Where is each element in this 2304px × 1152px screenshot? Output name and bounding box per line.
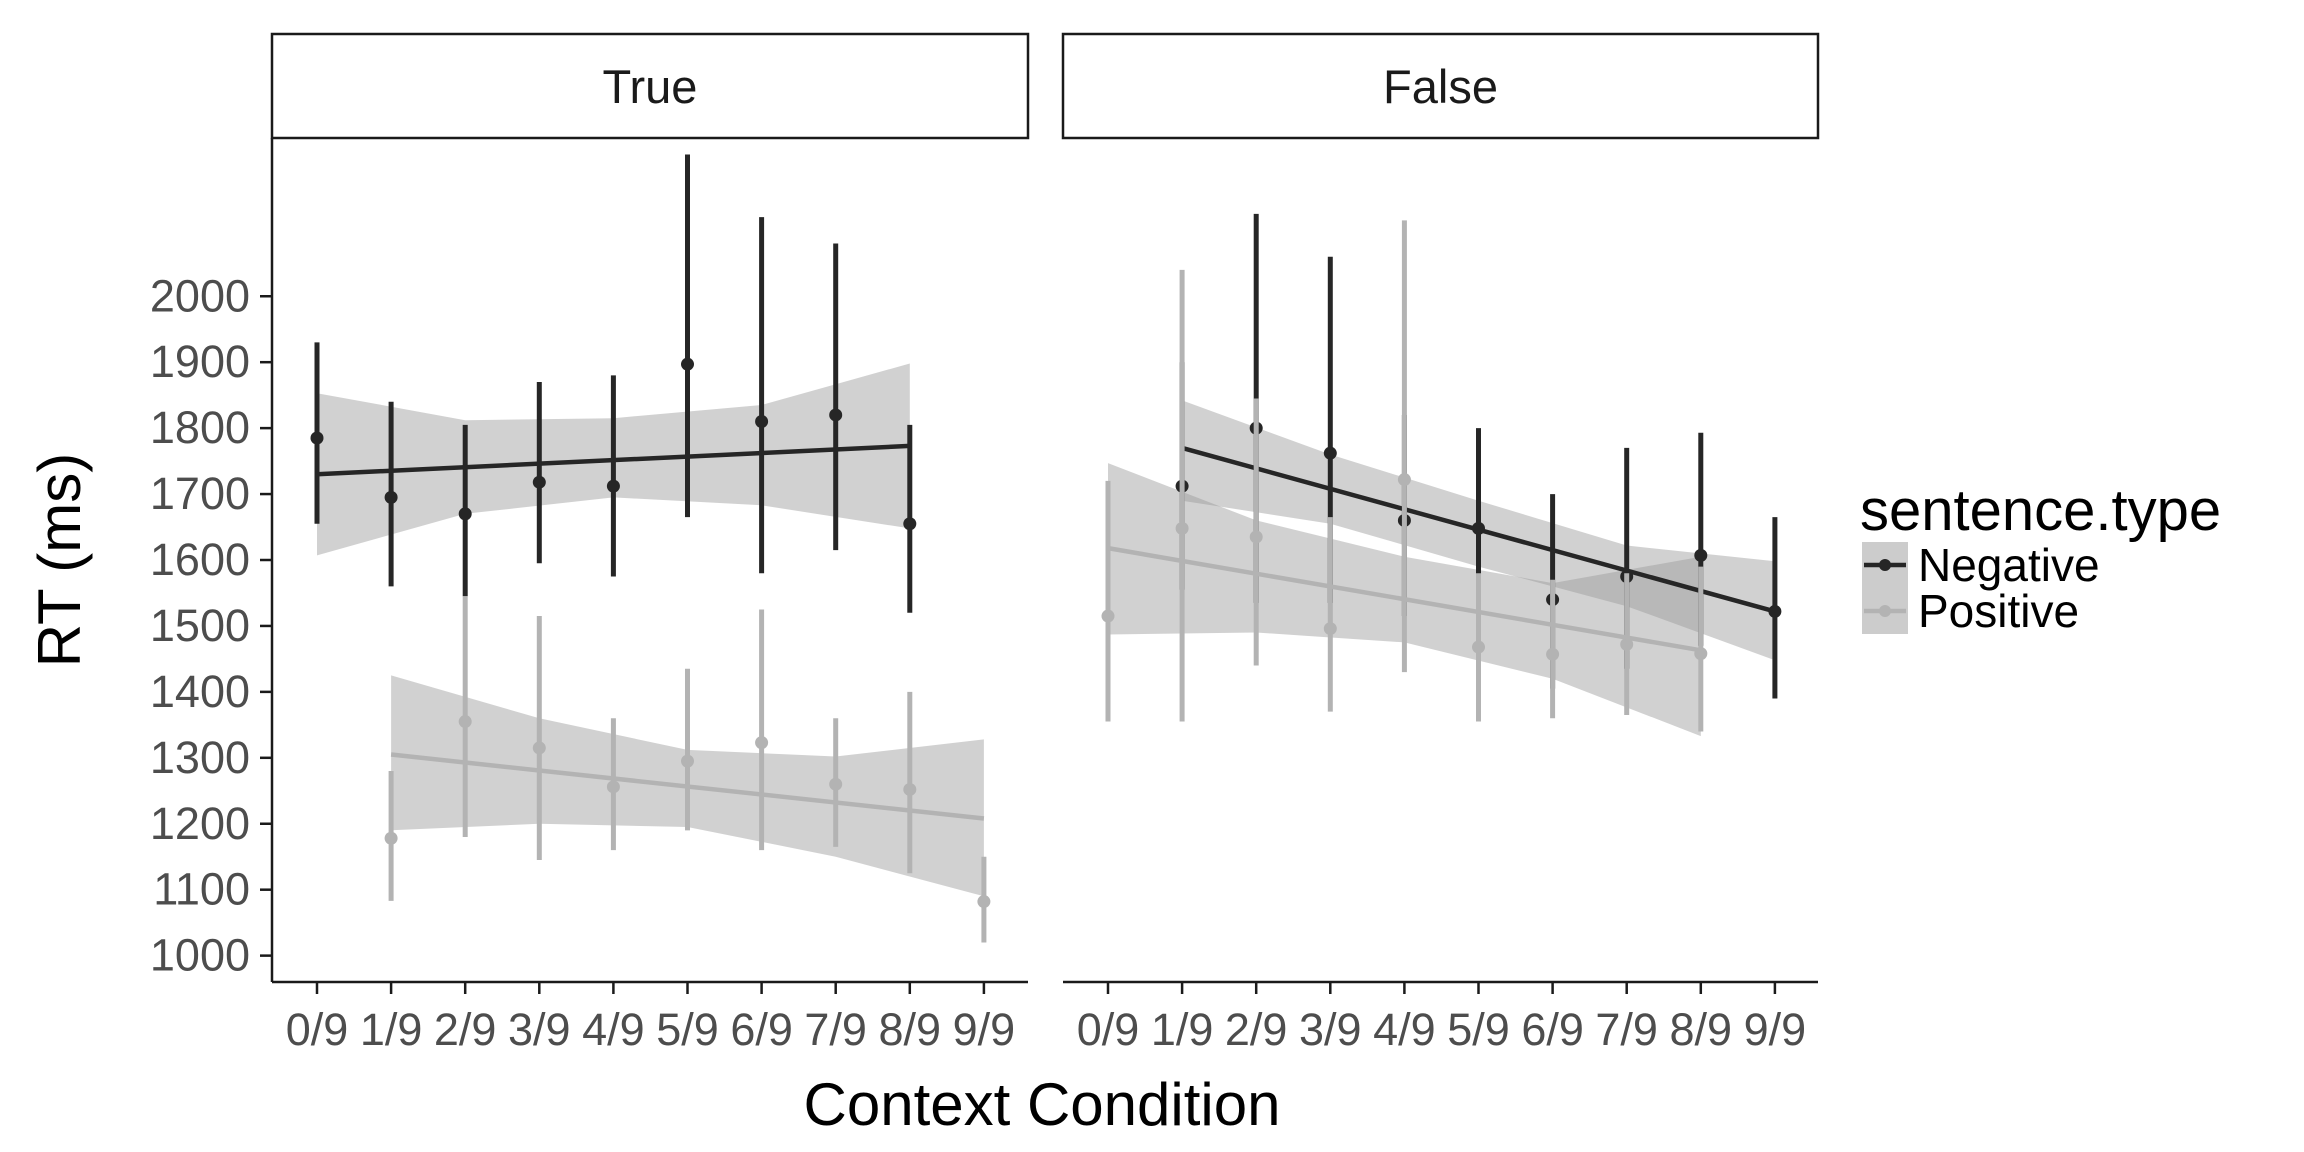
data-point [1323,622,1337,636]
y-tick-label: 1200 [150,798,250,849]
x-tick-label: 0/9 [286,1004,349,1055]
data-point [458,507,472,521]
y-tick-label: 1000 [150,930,250,981]
data-point [1397,473,1411,487]
data-point [606,780,620,794]
legend-key-point [1879,605,1891,617]
data-point [310,431,324,445]
data-point [1620,637,1634,651]
data-point [755,415,769,429]
x-tick-label: 5/9 [1447,1004,1510,1055]
y-tick-label: 1400 [150,666,250,717]
x-tick-label: 2/9 [434,1004,497,1055]
x-tick-label: 9/9 [1744,1004,1807,1055]
x-tick-label: 8/9 [1670,1004,1733,1055]
x-tick-label: 9/9 [953,1004,1016,1055]
data-point [1249,530,1263,544]
x-tick-label: 3/9 [1299,1004,1362,1055]
x-tick-label: 6/9 [730,1004,793,1055]
legend-key-point [1879,559,1891,571]
panel-true: True [270,32,1030,943]
fit-line-negative [1181,445,1776,614]
y-tick-label: 1100 [153,864,250,915]
data-point [384,490,398,504]
data-point [1694,548,1708,562]
x-tick-label: 1/9 [360,1004,423,1055]
fit-line-positive [1107,545,1702,653]
data-point [1323,446,1337,460]
x-tick-label: 2/9 [1225,1004,1288,1055]
x-tick-label: 0/9 [1077,1004,1140,1055]
panel-false: False [1061,32,1820,737]
y-tick-label: 1600 [150,534,250,585]
data-point [1546,647,1560,661]
y-tick-label: 1900 [150,336,250,387]
x-tick-label: 5/9 [656,1004,719,1055]
y-tick-label: 1300 [150,732,250,783]
data-point [384,831,398,845]
data-point [532,741,546,755]
x-tick-label: 1/9 [1151,1004,1214,1055]
x-tick-label: 3/9 [508,1004,571,1055]
data-point [977,895,991,909]
y-tick-label: 2000 [150,270,250,321]
y-tick-label: 1800 [150,402,250,453]
data-point [755,736,769,750]
data-point [829,408,843,422]
x-tick-label: 6/9 [1521,1004,1584,1055]
x-tick-label: 8/9 [879,1004,942,1055]
strip-label: False [1383,60,1498,113]
data-point [458,715,472,729]
series-positive [1101,220,1708,732]
x-tick-label: 4/9 [582,1004,645,1055]
strip-label: True [603,60,698,113]
data-point [903,782,917,796]
fit-line-positive [390,752,985,821]
legend-entry-negative: Negative [1862,539,2100,591]
legend-label: Positive [1918,585,2079,637]
data-point [681,357,694,371]
x-tick-label: 7/9 [1595,1004,1658,1055]
data-point [1175,521,1189,535]
x-tick-label: 7/9 [804,1004,867,1055]
data-point [532,475,546,489]
axes-layer: 0/9 1/9 2/9 3/9 4/9 5/9 6/9 7/9 8/9 9/9 0/9 1/9 2/9 3… [150,138,1818,1055]
legend-label: Negative [1918,539,2100,591]
series-negative [310,154,917,613]
data-point [903,517,917,531]
series-positive [384,596,991,943]
data-point [1472,640,1485,654]
x-axis-title: Context Condition [804,1071,1281,1138]
y-axis-title: RT (ms) [26,453,93,667]
legend-title: sentence.type [1860,478,2221,543]
data-point [681,754,694,768]
data-point [606,479,620,493]
x-tick-label: 4/9 [1373,1004,1436,1055]
strip-box [270,32,1030,140]
y-tick-label: 1700 [150,468,250,519]
strip-box [1061,32,1820,140]
fit-line-negative [316,443,910,477]
panels-layer: True False [270,32,1820,943]
y-tick-label: 1500 [150,600,250,651]
data-point [829,777,843,791]
legend-entry-positive: Positive [1862,585,2079,637]
data-point [1101,609,1115,623]
